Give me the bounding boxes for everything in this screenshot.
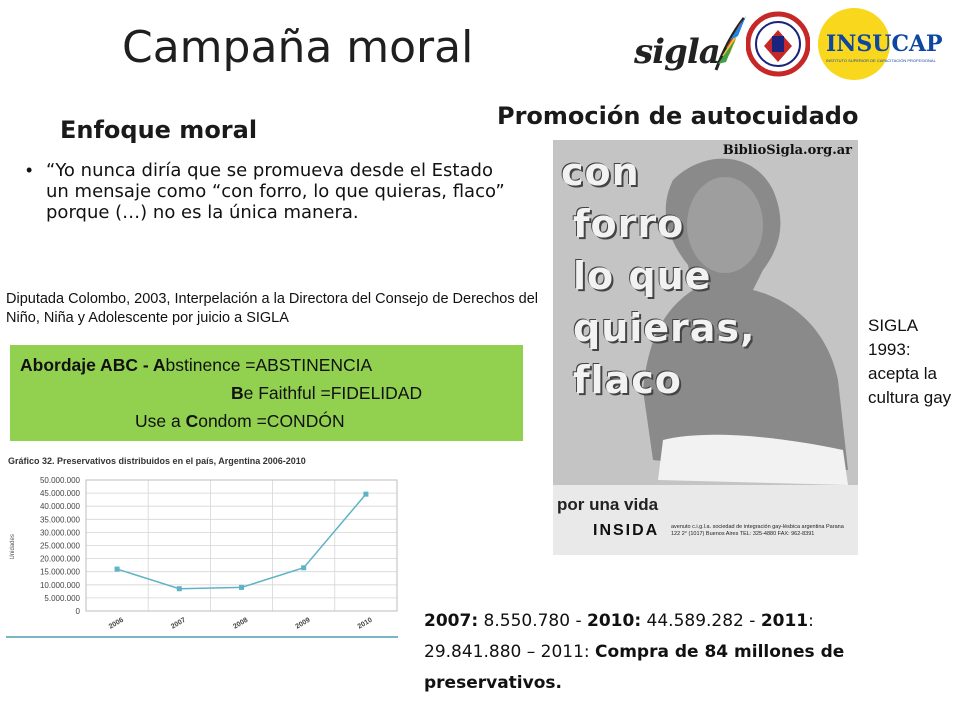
- y-tick-label: 45.000.000: [40, 489, 81, 498]
- right-heading: Promoción de autocuidado: [497, 102, 859, 130]
- x-tick-label: 2008: [232, 617, 249, 631]
- logo-strip: sigla INSUCAP INSTITUTO SUPERIOR DE CAPA…: [628, 6, 960, 86]
- feather-icon: [714, 16, 746, 71]
- x-tick-label: 2009: [294, 617, 311, 631]
- poster-footer: por una vida: [557, 495, 659, 514]
- poster-word: forro: [573, 202, 685, 246]
- y-tick-label: 35.000.000: [40, 515, 81, 524]
- poster-word: con: [561, 150, 640, 194]
- chart-divider: [6, 636, 398, 638]
- x-tick-label: 2010: [357, 617, 374, 631]
- svg-text:INSTITUTO SUPERIOR DE CAPACITA: INSTITUTO SUPERIOR DE CAPACITACIÓN PROFE…: [826, 58, 937, 63]
- data-point: [176, 586, 182, 592]
- poster-brand: INSIDA: [593, 522, 660, 539]
- quote-text: “Yo nunca diría que se promueva desde el…: [46, 160, 505, 223]
- data-point: [363, 491, 369, 497]
- chart-plot: 0 5.000.000 10.000.000 15.000.000 20.000.000…: [10, 476, 398, 631]
- slide-title: Campaña moral: [122, 22, 474, 73]
- condom-distribution-chart: Gráfico 32. Preservativos distribuidos e…: [2, 448, 402, 640]
- bullet-icon: •: [26, 160, 33, 180]
- svg-text:INSUCAP: INSUCAP: [826, 31, 943, 57]
- y-tick-label: 30.000.000: [40, 528, 81, 537]
- data-point: [114, 566, 120, 572]
- campaign-poster: BiblioSigla.org.ar con forro lo que quie…: [553, 140, 858, 555]
- side-note: SIGLA 1993: acepta la cultura gay: [868, 316, 952, 407]
- ics-seal-icon: [746, 11, 810, 77]
- y-tick-label: 40.000.000: [40, 502, 81, 511]
- abc-row-faithful: Be Faithful =FIDELIDAD: [231, 383, 423, 403]
- y-tick-label: 5.000.000: [44, 594, 80, 603]
- poster-word: quieras,: [573, 306, 756, 350]
- insucap-logo-icon: INSUCAP INSTITUTO SUPERIOR DE CAPACITACI…: [818, 8, 943, 80]
- abc-box: Abordaje ABC - Abstinence =ABSTINENCIA B…: [10, 345, 523, 441]
- poster-figure-image: [553, 140, 858, 555]
- abc-row-condom: Use a Condom =CONDÓN: [135, 411, 345, 431]
- data-point: [301, 565, 307, 571]
- poster-url: BiblioSigla.org.ar: [722, 143, 852, 158]
- data-point: [239, 584, 244, 590]
- left-heading: Enfoque moral: [60, 116, 258, 144]
- y-tick-label: 15.000.000: [40, 568, 81, 577]
- series-line: [116, 493, 367, 590]
- stats-text: 2007: 8.550.780 - 2010: 44.589.282 - 201…: [424, 611, 845, 693]
- poster-fine-print: avenuto c.i.g.l.a. sociedad de integraci…: [671, 524, 844, 537]
- y-tick-label: 25.000.000: [40, 542, 81, 551]
- x-tick-label: 2006: [108, 617, 125, 631]
- citation-text: Diputada Colombo, 2003, Interpelación a …: [6, 291, 538, 326]
- plot-frame: [85, 479, 398, 612]
- y-tick-label: 50.000.000: [40, 476, 81, 485]
- y-tick-label: 0: [76, 607, 81, 616]
- sigla-logo: sigla: [634, 32, 721, 72]
- y-tick-label: 10.000.000: [40, 581, 81, 590]
- y-axis-label: Unidades: [10, 534, 16, 559]
- abc-row-abstinence: Abordaje ABC - Abstinence =ABSTINENCIA: [20, 355, 373, 375]
- poster-word: flaco: [573, 358, 682, 402]
- poster-word: lo que: [573, 254, 712, 298]
- y-tick-label: 20.000.000: [40, 555, 81, 564]
- x-tick-label: 2007: [170, 617, 187, 631]
- chart-title: Gráfico 32. Preservativos distribuidos e…: [8, 456, 306, 466]
